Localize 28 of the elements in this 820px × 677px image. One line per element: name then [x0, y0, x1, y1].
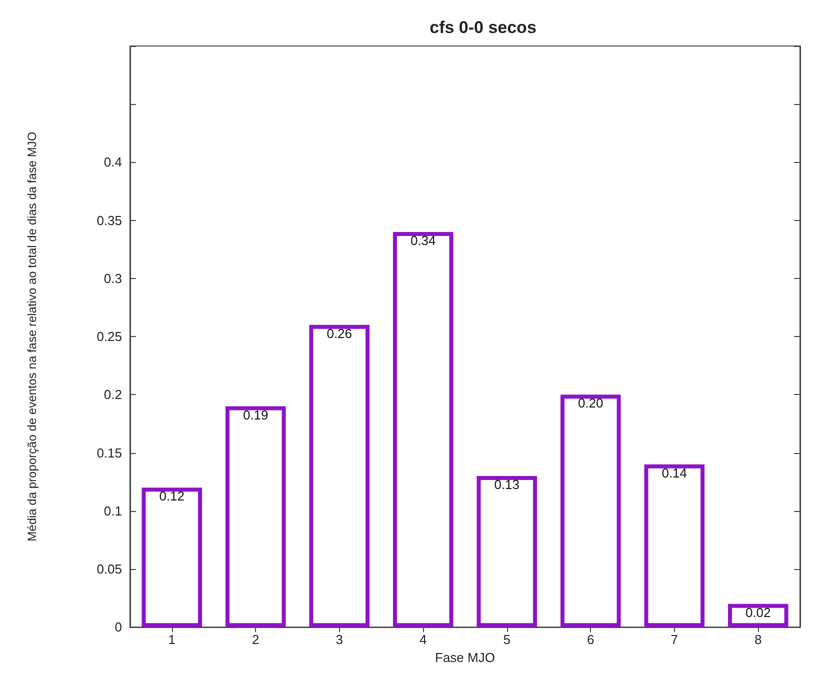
y-axis-title: Média da proporção de eventos na fase relativo ao total de dias da fase MJO — [25, 132, 39, 542]
x-axis-title: Fase MJO — [435, 650, 495, 665]
x-tick-label: 3 — [336, 632, 343, 648]
x-tick-label: 7 — [670, 632, 678, 648]
data-label: 0.19 — [242, 407, 268, 422]
y-tick-label: 0.15 — [96, 445, 122, 460]
data-label: 0.20 — [578, 396, 604, 411]
data-label: 0.26 — [326, 326, 352, 341]
data-label: 0.12 — [159, 488, 185, 504]
data-label: 0.02 — [745, 604, 771, 620]
x-tick-label: 2 — [252, 632, 260, 648]
data-label: 0.13 — [494, 477, 520, 492]
y-tick-label: 0.35 — [96, 212, 122, 228]
y-tick-label: 0.05 — [96, 561, 122, 576]
y-tick-label: 0.1 — [104, 503, 122, 518]
y-tick-label: 0.2 — [104, 387, 122, 402]
x-tick-label: 1 — [168, 632, 176, 648]
data-label: 0.14 — [662, 465, 688, 480]
x-tick-label: 8 — [754, 632, 762, 648]
y-tick-label: 0.3 — [104, 270, 122, 286]
chart-title: cfs 0-0 secos — [430, 18, 536, 37]
x-tick-label: 4 — [420, 632, 427, 648]
y-tick-label: 0.4 — [104, 154, 122, 170]
x-tick-label: 6 — [587, 632, 594, 648]
x-tick-label: 5 — [503, 632, 510, 648]
data-label: 0.34 — [410, 232, 436, 248]
y-tick-label: 0.25 — [96, 329, 122, 344]
y-tick-label: 0 — [114, 620, 122, 635]
